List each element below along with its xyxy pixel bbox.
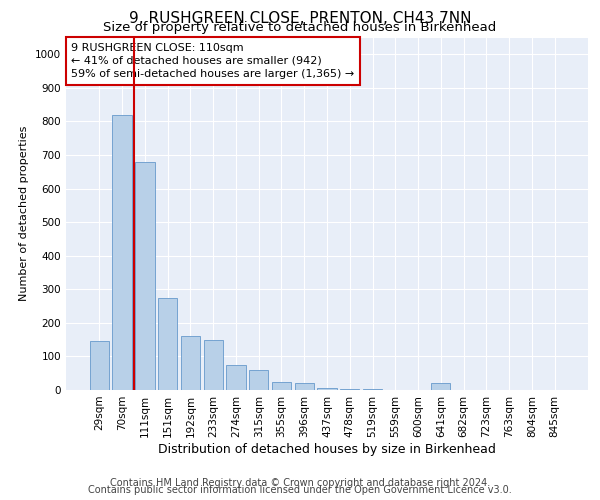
Bar	[249, 370, 268, 390]
Bar	[317, 388, 337, 390]
Text: Contains public sector information licensed under the Open Government Licence v3: Contains public sector information licen…	[88, 485, 512, 495]
Text: 9, RUSHGREEN CLOSE, PRENTON, CH43 7NN: 9, RUSHGREEN CLOSE, PRENTON, CH43 7NN	[129, 11, 471, 26]
Bar	[90, 342, 109, 390]
Text: 9 RUSHGREEN CLOSE: 110sqm
← 41% of detached houses are smaller (942)
59% of semi: 9 RUSHGREEN CLOSE: 110sqm ← 41% of detac…	[71, 43, 355, 79]
Bar	[203, 340, 223, 390]
Bar	[295, 382, 314, 390]
Bar	[181, 336, 200, 390]
Text: Contains HM Land Registry data © Crown copyright and database right 2024.: Contains HM Land Registry data © Crown c…	[110, 478, 490, 488]
Bar	[340, 388, 359, 390]
Bar	[226, 365, 245, 390]
Y-axis label: Number of detached properties: Number of detached properties	[19, 126, 29, 302]
Bar	[272, 382, 291, 390]
Bar	[112, 114, 132, 390]
Text: Size of property relative to detached houses in Birkenhead: Size of property relative to detached ho…	[103, 22, 497, 35]
X-axis label: Distribution of detached houses by size in Birkenhead: Distribution of detached houses by size …	[158, 442, 496, 456]
Bar	[135, 162, 155, 390]
Bar	[158, 298, 178, 390]
Bar	[431, 384, 451, 390]
